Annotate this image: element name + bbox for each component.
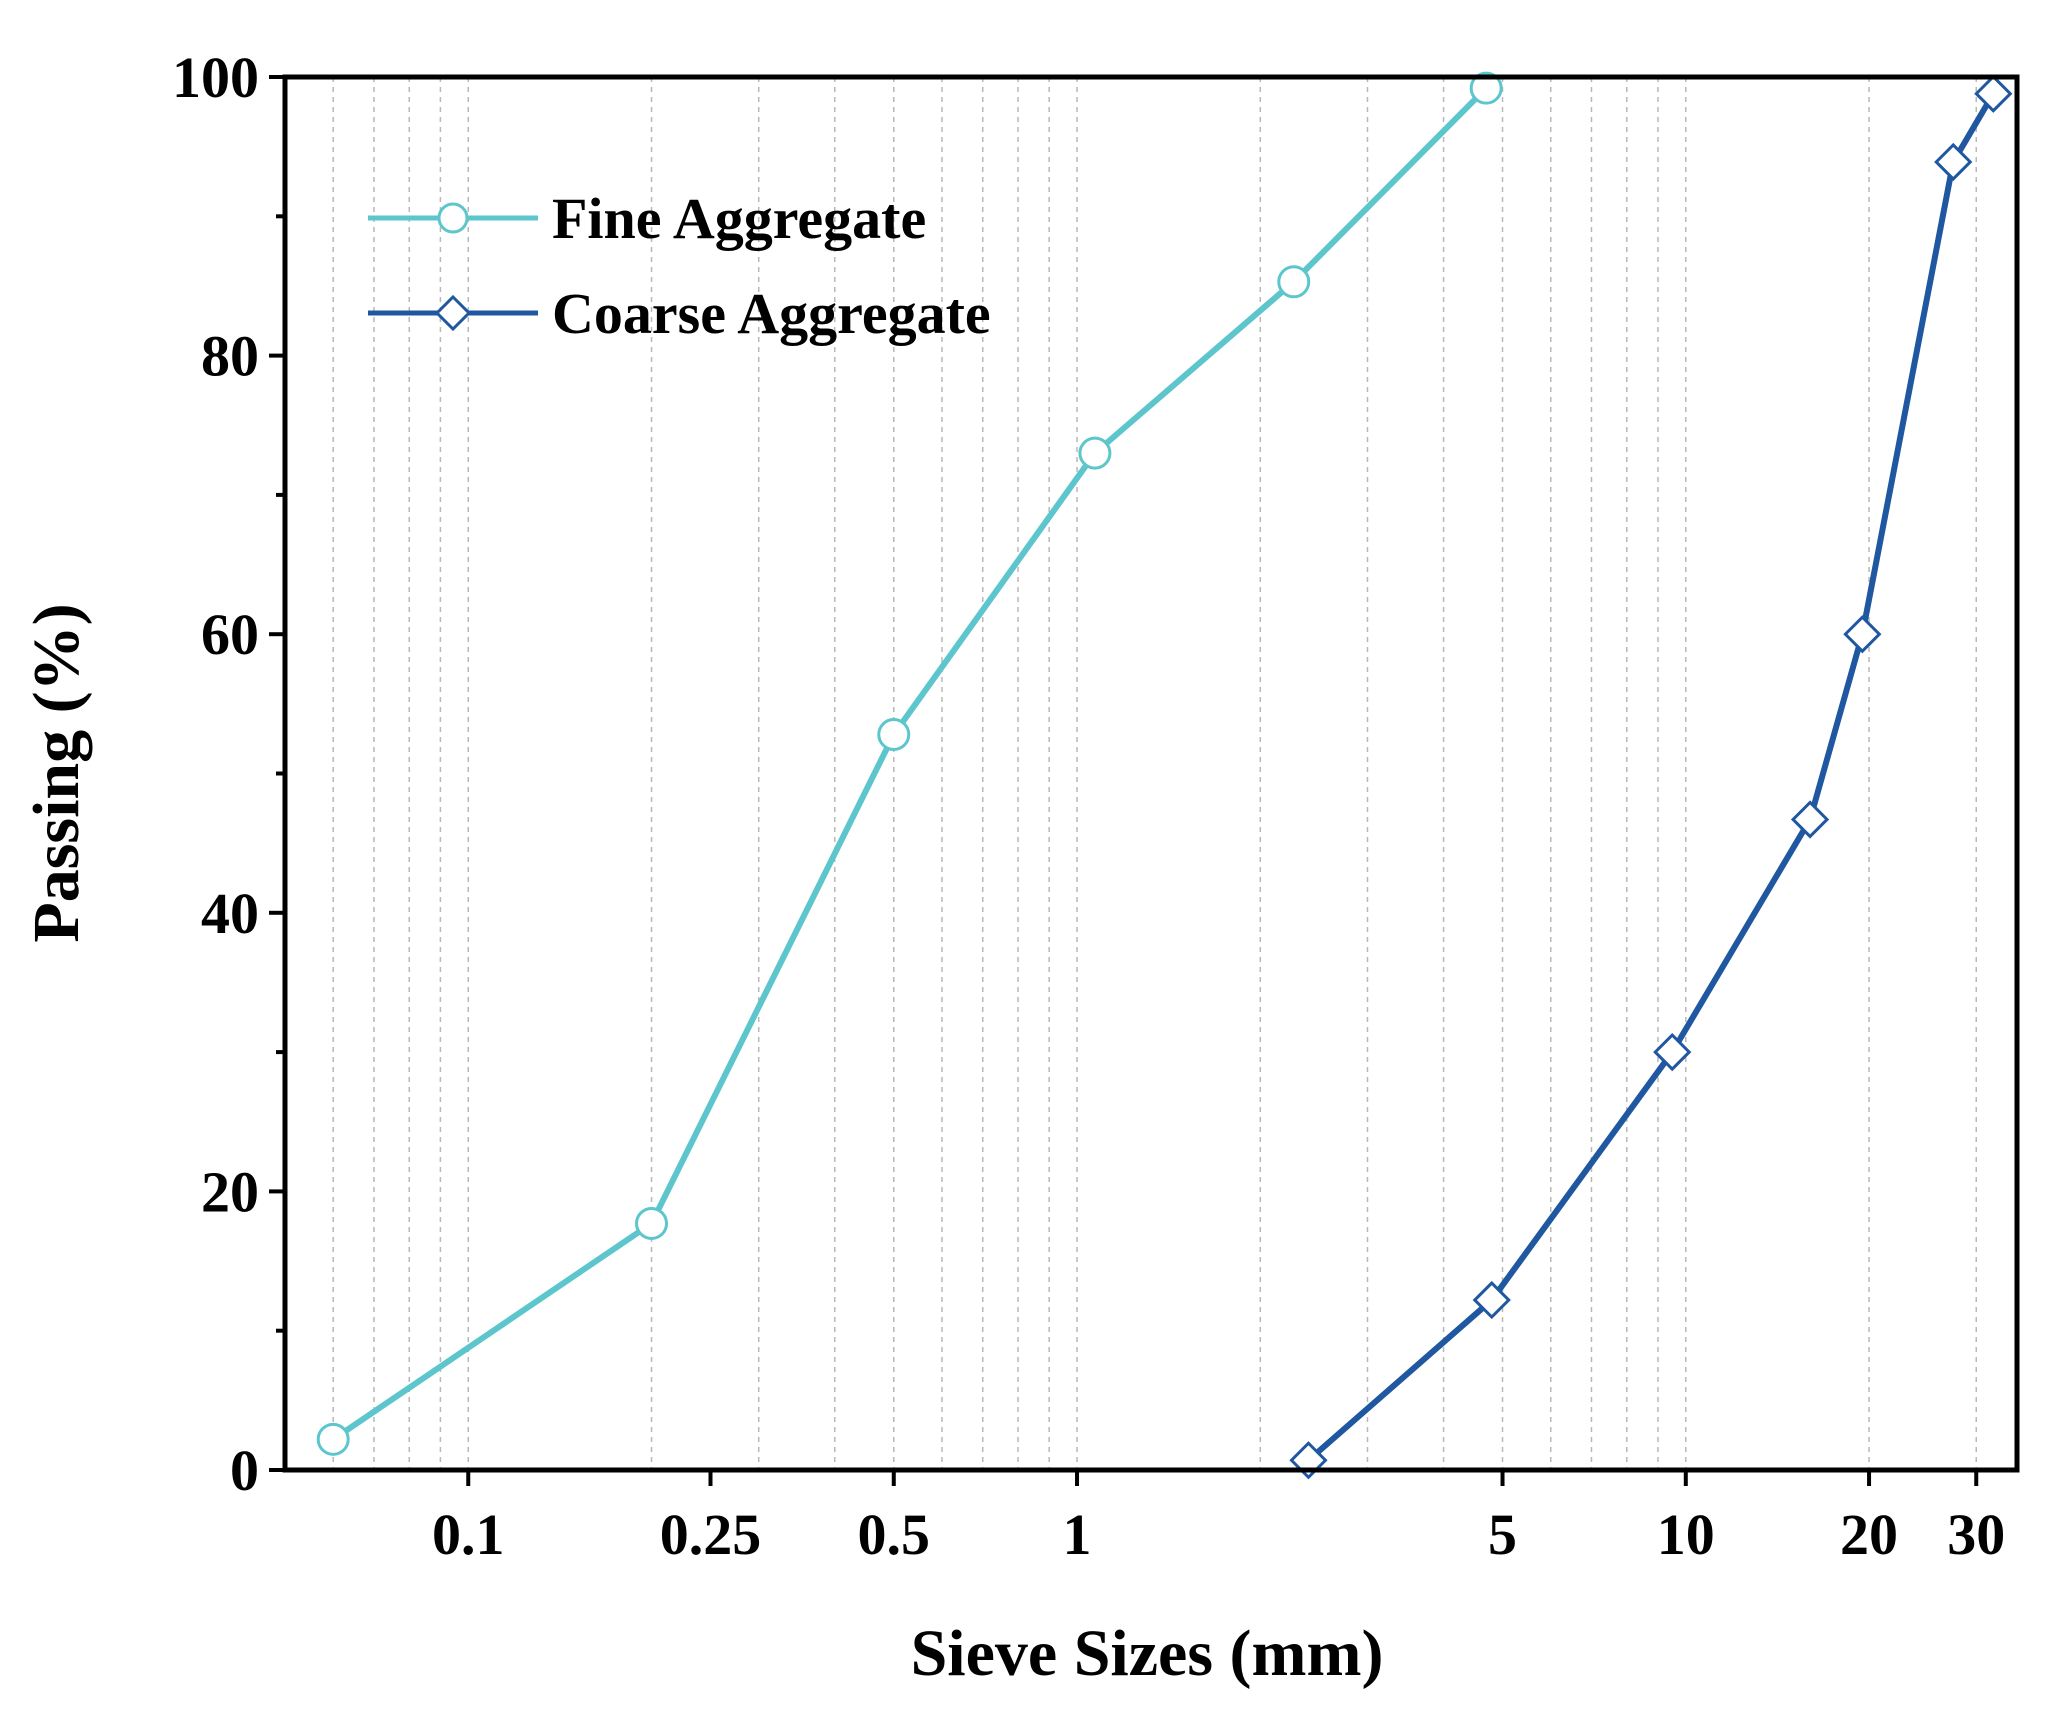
data-point-diamond: [1843, 615, 1882, 654]
y-axis-title: Passing (%): [20, 603, 93, 942]
data-point-circle: [1277, 265, 1311, 299]
data-point-circle: [635, 1206, 669, 1240]
x-tick-label: 0.5: [858, 1502, 931, 1567]
data-point-circle: [316, 1422, 350, 1456]
x-tick-labels: 0.1 0.25 0.5 1 5 10 20 30: [432, 1502, 2005, 1567]
series-line-0: [330, 85, 1490, 1443]
y-tick-label: 60: [201, 602, 259, 667]
x-tick-label: 30: [1947, 1502, 2005, 1567]
grid-lines: [332, 77, 1977, 1470]
legend-label-coarse: Coarse Aggregate: [552, 281, 991, 346]
data-point-diamond: [1934, 142, 1973, 182]
legend: Fine Aggregate Coarse Aggregate: [368, 186, 991, 346]
legend-marker-fine-circle: [437, 202, 469, 234]
x-tick-label: 5: [1488, 1502, 1517, 1567]
data-point-diamond: [1653, 1032, 1692, 1072]
data-point-diamond: [1472, 1280, 1511, 1320]
y-tick-label: 80: [201, 324, 259, 389]
data-point-diamond: [1790, 800, 1830, 839]
plot-frame: [282, 74, 2020, 1473]
x-tick-label: 1: [1063, 1502, 1092, 1567]
x-tick-label: 10: [1657, 1502, 1715, 1567]
y-tick-label: 0: [230, 1438, 259, 1503]
y-tick-label: 40: [201, 881, 259, 946]
data-point-circle: [1078, 436, 1112, 470]
y-tick-label: 100: [172, 45, 259, 110]
y-tick-labels: 0 20 40 60 80 100: [172, 45, 259, 1503]
series-line-1: [1305, 90, 1997, 1464]
x-tick-label: 0.25: [660, 1502, 762, 1567]
data-point-circle: [1469, 71, 1503, 105]
x-tick-label: 0.1: [432, 1502, 505, 1567]
x-axis-title: Sieve Sizes (mm): [911, 1617, 1384, 1690]
y-tick-label: 20: [201, 1159, 259, 1224]
legend-marker-coarse-diamond: [434, 294, 472, 332]
data-point-circle: [877, 717, 911, 751]
data-point-diamond: [1974, 74, 2013, 113]
legend-label-fine: Fine Aggregate: [552, 186, 926, 251]
axis-ticks: [269, 75, 1979, 1486]
x-tick-label: 20: [1840, 1502, 1898, 1567]
